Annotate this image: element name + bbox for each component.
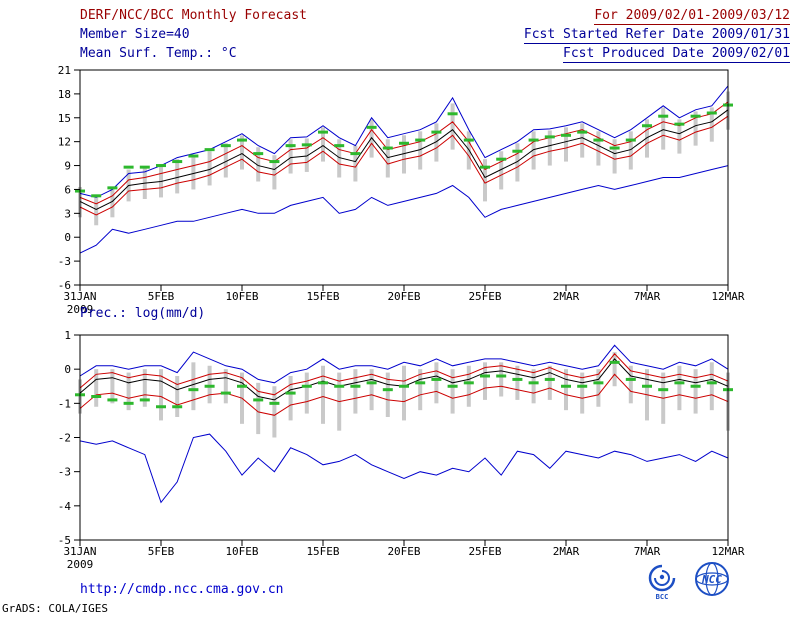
svg-text:12MAR: 12MAR [711, 290, 744, 303]
svg-text:9: 9 [64, 160, 71, 173]
svg-text:0: 0 [64, 231, 71, 244]
fcst-produced-date: Fcst Produced Date 2009/02/01 [563, 46, 790, 63]
svg-text:5FEB: 5FEB [148, 545, 175, 558]
ncc-logo-label: NCC [701, 573, 722, 586]
svg-text:5FEB: 5FEB [148, 290, 175, 303]
svg-text:10FEB: 10FEB [225, 290, 258, 303]
svg-text:-2: -2 [58, 432, 71, 445]
svg-text:1: 1 [64, 329, 71, 342]
svg-text:7MAR: 7MAR [634, 290, 661, 303]
svg-text:15: 15 [58, 112, 71, 125]
svg-text:-3: -3 [58, 466, 71, 479]
svg-text:25FEB: 25FEB [468, 290, 501, 303]
fcst-ref-date: Fcst Started Refer Date 2009/01/31 [523, 27, 790, 44]
svg-text:6: 6 [64, 183, 71, 196]
grads-credit: GrADS: COLA/IGES [2, 602, 108, 615]
svg-text:7MAR: 7MAR [634, 545, 661, 558]
svg-text:21: 21 [58, 64, 71, 77]
svg-text:10FEB: 10FEB [225, 545, 258, 558]
svg-text:2009: 2009 [67, 303, 94, 316]
svg-text:20FEB: 20FEB [387, 545, 420, 558]
svg-text:31JAN: 31JAN [63, 290, 96, 303]
svg-text:31JAN: 31JAN [63, 545, 96, 558]
svg-text:15FEB: 15FEB [306, 545, 339, 558]
svg-text:3: 3 [64, 207, 71, 220]
svg-text:2MAR: 2MAR [553, 545, 580, 558]
svg-text:-4: -4 [58, 500, 72, 513]
svg-text:15FEB: 15FEB [306, 290, 339, 303]
svg-text:12MAR: 12MAR [711, 545, 744, 558]
svg-text:2009: 2009 [67, 558, 94, 571]
svg-text:12: 12 [58, 136, 71, 149]
svg-text:-5: -5 [58, 534, 71, 547]
temp-chart-title: Mean Surf. Temp.: °C [80, 46, 237, 61]
svg-text:18: 18 [58, 88, 71, 101]
svg-text:-1: -1 [58, 397, 71, 410]
member-size-label: Member Size=40 [80, 27, 190, 42]
bcc-logo: BCC [648, 564, 676, 601]
plot-title: DERF/NCC/BCC Monthly Forecast [80, 8, 307, 23]
svg-text:25FEB: 25FEB [468, 545, 501, 558]
precip-chart-title: Prec.: log(mm/d) [80, 306, 206, 321]
svg-text:-3: -3 [58, 255, 71, 268]
forecast-range: For 2009/02/01-2009/03/12 [594, 8, 790, 25]
svg-text:2MAR: 2MAR [553, 290, 580, 303]
svg-text:-6: -6 [58, 279, 71, 292]
svg-text:0: 0 [64, 363, 71, 376]
source-url: http://cmdp.ncc.cma.gov.cn [80, 582, 284, 597]
bcc-logo-label: BCC [656, 593, 669, 601]
ncc-logo: NCC [695, 562, 729, 596]
svg-text:20FEB: 20FEB [387, 290, 420, 303]
